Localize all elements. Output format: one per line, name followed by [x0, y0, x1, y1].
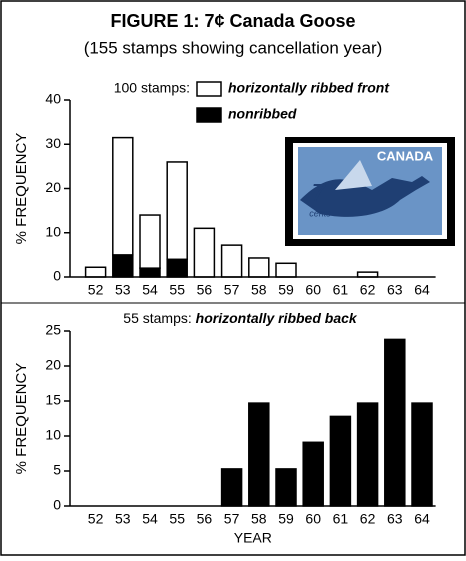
- x-tick-label: 52: [88, 282, 104, 298]
- x-tick-label: 60: [305, 282, 321, 298]
- x-tick-label: 57: [224, 511, 240, 527]
- bar: [84, 266, 107, 278]
- stamp-country: CANADA: [377, 148, 434, 163]
- x-tick-label: 62: [360, 511, 376, 527]
- y-tick-label: 25: [45, 322, 61, 338]
- legend-label: horizontally ribbed front: [228, 80, 390, 96]
- goose: [300, 176, 430, 217]
- y-tick-label: 15: [45, 392, 61, 408]
- y-tick-label: 5: [53, 462, 61, 478]
- bar: [139, 267, 161, 278]
- x-tick-label: 54: [142, 282, 158, 298]
- bar: [220, 244, 243, 278]
- y-tick-label: 10: [45, 223, 61, 239]
- x-tick-label: 63: [387, 282, 403, 298]
- stamp: CANADA 7 cents: [285, 137, 455, 246]
- x-tick-label: 53: [115, 511, 131, 527]
- bar: [112, 254, 134, 278]
- x-tick-label: 58: [251, 511, 267, 527]
- chart-title: 55 stamps: horizontally ribbed back: [123, 310, 358, 326]
- figure-subtitle: (155 stamps showing cancellation year): [84, 38, 383, 57]
- bar: [112, 136, 134, 256]
- legend-label: nonribbed: [228, 106, 297, 122]
- bar: [302, 441, 324, 507]
- legend-title: 100 stamps:: [114, 80, 190, 96]
- bar: [329, 415, 352, 507]
- legend-swatch: [196, 81, 222, 97]
- bar: [220, 468, 243, 507]
- x-tick-label: 59: [278, 282, 294, 298]
- bar: [356, 402, 379, 507]
- x-tick-label: 56: [197, 282, 213, 298]
- stamp-denomination: 7: [311, 178, 327, 208]
- y-tick-label: 20: [45, 357, 61, 373]
- bar: [384, 338, 406, 507]
- legend-swatch: [196, 107, 222, 123]
- x-tick-label: 57: [224, 282, 240, 298]
- y-tick-label: 0: [53, 497, 61, 513]
- x-axis-label: YEAR: [234, 530, 272, 546]
- x-tick-label: 62: [360, 282, 376, 298]
- x-tick-label: 53: [115, 282, 131, 298]
- y-tick-label: 10: [45, 427, 61, 443]
- y-tick-label: 20: [45, 179, 61, 195]
- bar: [275, 262, 297, 278]
- figure-title: FIGURE 1: 7¢ Canada Goose: [110, 11, 355, 31]
- y-tick-label: 0: [53, 268, 61, 284]
- chart-title-prefix: 55 stamps:: [123, 310, 191, 326]
- x-tick-label: 56: [197, 511, 213, 527]
- y-tick-label: 30: [45, 135, 61, 151]
- bar: [248, 402, 270, 507]
- chart-title-emphasis: horizontally ribbed back: [196, 310, 358, 326]
- bar: [248, 257, 270, 278]
- x-tick-label: 55: [169, 282, 185, 298]
- x-tick-label: 64: [414, 511, 430, 527]
- x-tick-label: 58: [251, 282, 267, 298]
- y-axis-label: % FREQUENCY: [13, 363, 30, 475]
- y-axis-label: % FREQUENCY: [13, 133, 30, 245]
- bar: [139, 214, 161, 269]
- x-tick-label: 55: [169, 511, 185, 527]
- x-tick-label: 63: [387, 511, 403, 527]
- bar: [166, 161, 188, 261]
- bar: [275, 468, 297, 507]
- x-tick-label: 54: [142, 511, 158, 527]
- stamp-unit: cents: [309, 208, 331, 218]
- x-tick-label: 61: [333, 511, 349, 527]
- x-tick-label: 52: [88, 511, 104, 527]
- bar: [193, 227, 216, 278]
- bar: [411, 402, 433, 507]
- x-tick-label: 64: [414, 282, 430, 298]
- x-tick-label: 61: [333, 282, 349, 298]
- x-tick-label: 60: [305, 511, 321, 527]
- x-tick-label: 59: [278, 511, 294, 527]
- y-tick-label: 40: [45, 91, 61, 107]
- bar: [166, 258, 188, 278]
- goose-wing: [335, 160, 372, 190]
